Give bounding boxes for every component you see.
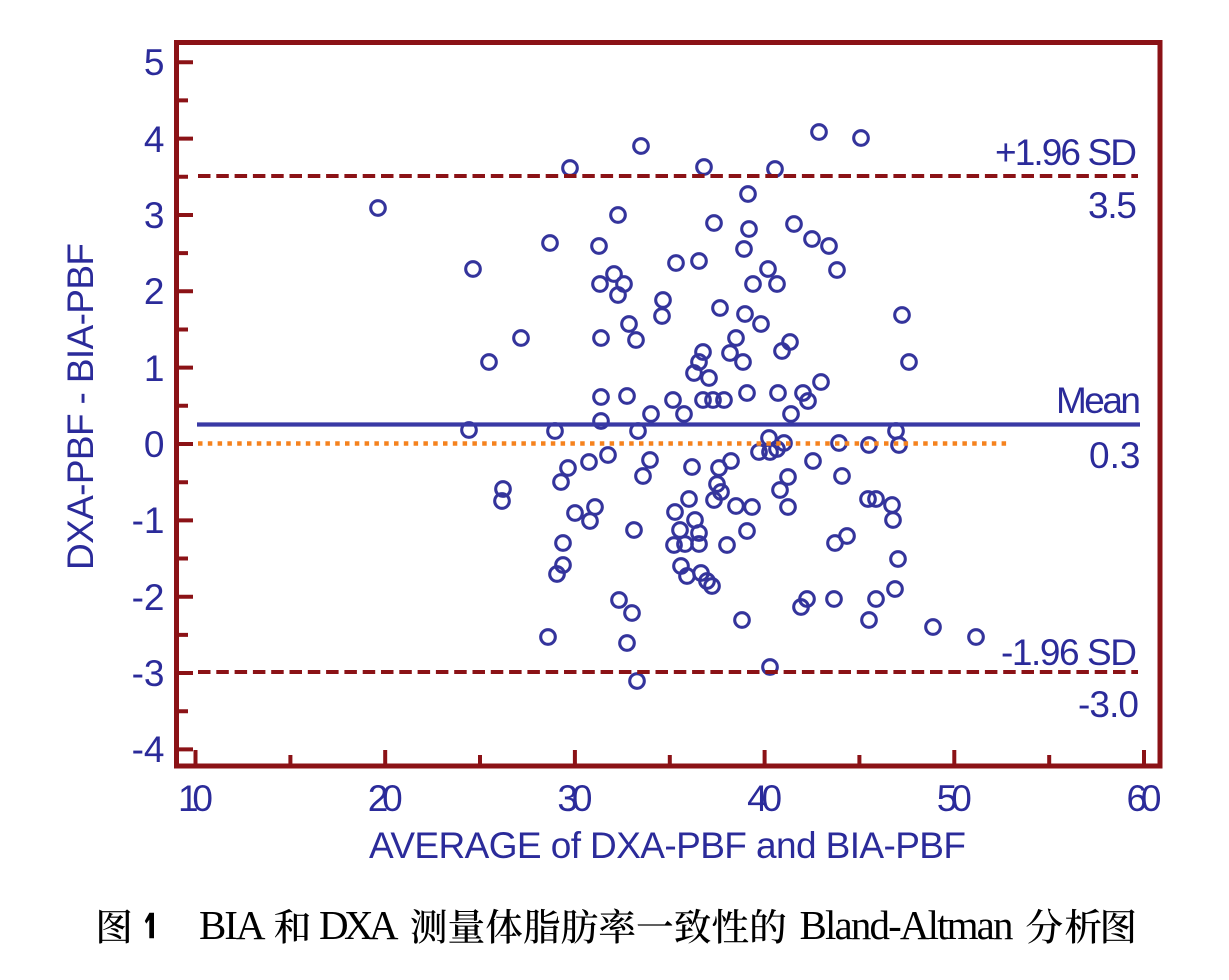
svg-text:10: 10: [178, 778, 213, 819]
svg-text:2: 2: [144, 271, 165, 312]
svg-text:3.5: 3.5: [1088, 185, 1137, 226]
svg-text:DXA: DXA: [319, 902, 399, 948]
svg-text:20: 20: [368, 778, 403, 819]
svg-text:+1.96 SD: +1.96 SD: [995, 132, 1137, 173]
svg-text:1: 1: [144, 348, 165, 389]
svg-text:DXA-PBF - BIA-PBF: DXA-PBF - BIA-PBF: [60, 243, 101, 570]
svg-text:50: 50: [937, 778, 972, 819]
svg-text:-2: -2: [132, 577, 165, 618]
svg-text:-1.96 SD: -1.96 SD: [1001, 632, 1137, 673]
svg-text:0.3: 0.3: [1089, 435, 1140, 476]
svg-text:-3.0: -3.0: [1078, 684, 1139, 725]
svg-text:-3: -3: [132, 653, 165, 694]
svg-text:AVERAGE of DXA-PBF and BIA-PBF: AVERAGE of DXA-PBF and BIA-PBF: [369, 825, 966, 866]
svg-text:Bland-Altman: Bland-Altman: [800, 902, 1014, 948]
svg-text:0: 0: [144, 424, 165, 465]
svg-text:60: 60: [1127, 778, 1162, 819]
svg-text:-1: -1: [132, 500, 165, 541]
svg-text:Mean: Mean: [1056, 380, 1141, 421]
svg-text:40: 40: [747, 778, 782, 819]
svg-text:5: 5: [144, 42, 165, 83]
svg-text:-4: -4: [132, 729, 165, 770]
svg-text:30: 30: [557, 778, 592, 819]
svg-text:3: 3: [144, 195, 165, 236]
svg-text:4: 4: [144, 119, 165, 160]
svg-text:BIA: BIA: [199, 902, 266, 948]
